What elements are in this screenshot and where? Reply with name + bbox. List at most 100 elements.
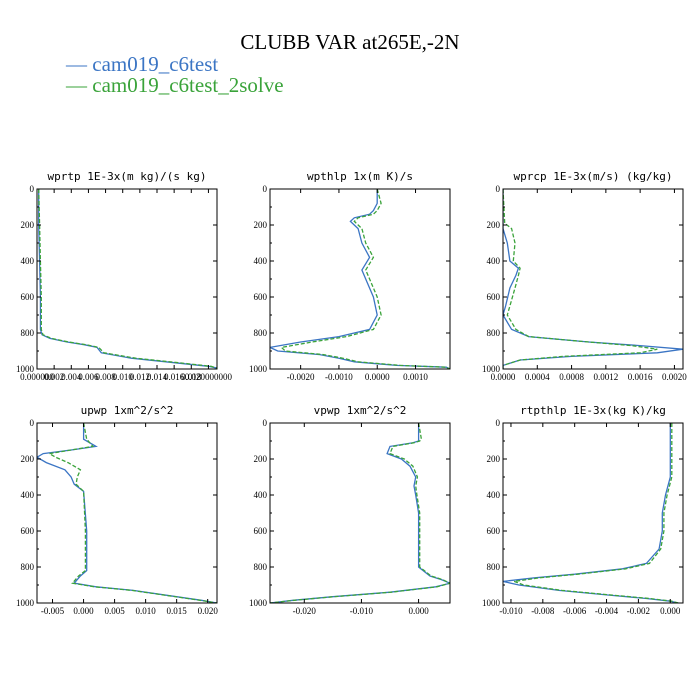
x-tick-label: 0.008	[95, 372, 116, 382]
y-tick-label: 400	[254, 256, 268, 266]
x-tick-label: -0.004	[595, 606, 619, 616]
x-tick-label: 0.0008	[559, 372, 584, 382]
x-tick-label: 0.0020	[662, 372, 687, 382]
legend-swatch-2: —	[66, 73, 93, 97]
figure-title: CLUBB VAR at265E,-2N	[240, 30, 460, 54]
x-tick-label: 0.005	[104, 606, 125, 616]
y-tick-label: 1000	[249, 364, 268, 374]
x-tick-label: -0.0020	[287, 372, 315, 382]
y-tick-label: 600	[487, 526, 501, 536]
y-tick-label: 800	[21, 562, 35, 572]
x-tick-label: -0.008	[531, 606, 555, 616]
series-line-1	[270, 423, 450, 603]
x-tick-label: 0.0016	[628, 372, 653, 382]
x-tick-label: -0.010	[350, 606, 374, 616]
panel-3: wprcp 1E-3x(m/s) (kg/kg) 0 200 400 600 800 100…	[482, 170, 687, 382]
x-tick-label: -0.005	[41, 606, 65, 616]
series-line-2	[503, 189, 658, 369]
plot-frame	[502, 422, 684, 604]
panel-2: wpthlp 1x(m K)/s 0 200 400 600 800 1000 -0.0020…	[249, 170, 451, 382]
y-tick-label: 1000	[249, 598, 268, 608]
panel-title: upwp 1xm^2/s^2	[81, 404, 174, 417]
legend-label-2: cam019_c6test_2solve	[92, 73, 284, 97]
panel-title: vpwp 1xm^2/s^2	[314, 404, 407, 417]
y-tick-label: 0	[496, 184, 501, 194]
panel-5: vpwp 1xm^2/s^2 0 200 400 600 800 1000 -0.020 -0.…	[249, 404, 451, 616]
y-tick-label: 200	[487, 220, 501, 230]
series-line-2	[513, 423, 679, 603]
x-tick-label: 0.018	[181, 372, 202, 382]
y-tick-label: 200	[21, 220, 35, 230]
y-tick-label: 0	[496, 418, 501, 428]
x-tick-label: 0.015	[167, 606, 188, 616]
y-tick-label: 600	[21, 526, 35, 536]
y-tick-label: 400	[21, 256, 35, 266]
legend-entry-1: — cam019_c6test	[66, 52, 218, 77]
x-tick-label: 0.000	[660, 606, 681, 616]
x-tick-label: 0.016	[164, 372, 185, 382]
y-tick-label: 1000	[482, 364, 501, 374]
series-line-2	[38, 189, 217, 369]
x-tick-label: -0.006	[563, 606, 587, 616]
y-tick-label: 0	[263, 184, 268, 194]
panel-title: wpthlp 1x(m K)/s	[307, 170, 413, 183]
x-tick-label: 0.0004	[525, 372, 550, 382]
y-tick-label: 600	[254, 292, 268, 302]
x-tick-label: 0.000000	[20, 372, 54, 382]
x-tick-label: -0.010	[499, 606, 523, 616]
y-tick-label: 200	[21, 454, 35, 464]
panel-title: wprtp 1E-3x(m kg)/(s kg)	[48, 170, 207, 183]
y-tick-label: 600	[487, 292, 501, 302]
y-tick-label: 400	[254, 490, 268, 500]
panel-title: wprcp 1E-3x(m/s) (kg/kg)	[514, 170, 673, 183]
legend-label-1: cam019_c6test	[92, 52, 219, 76]
y-tick-label: 200	[487, 454, 501, 464]
x-tick-label: 0.000	[73, 606, 94, 616]
y-tick-label: 600	[21, 292, 35, 302]
x-tick-label: 0.012	[130, 372, 150, 382]
series-line-2	[47, 423, 217, 603]
y-tick-label: 800	[254, 562, 268, 572]
y-tick-label: 0	[263, 418, 268, 428]
x-tick-label: 0.000	[408, 606, 429, 616]
x-tick-label: 0.020	[198, 606, 219, 616]
y-tick-label: 600	[254, 526, 268, 536]
x-tick-label: -0.0010	[325, 372, 353, 382]
plot-frame	[36, 422, 218, 604]
panel-1: wprtp 1E-3x(m kg)/(s kg) 0 200 400 600 800 100…	[16, 170, 233, 382]
y-tick-label: 200	[254, 220, 268, 230]
x-tick-label: 0.010	[113, 372, 134, 382]
x-tick-label: 0.004	[61, 372, 82, 382]
y-tick-label: 400	[487, 490, 501, 500]
series-line-2	[280, 189, 450, 369]
y-tick-label: 1000	[16, 364, 35, 374]
x-tick-label: 0.020000000	[185, 372, 233, 382]
y-tick-label: 800	[254, 328, 268, 338]
y-tick-label: 0	[30, 418, 35, 428]
y-tick-label: 200	[254, 454, 268, 464]
y-tick-label: 400	[487, 256, 501, 266]
series-line-1	[503, 423, 679, 603]
y-tick-label: 800	[487, 562, 501, 572]
y-tick-label: 1000	[482, 598, 501, 608]
y-tick-label: 1000	[16, 598, 35, 608]
x-tick-label: 0.0010	[403, 372, 428, 382]
x-tick-label: 0.006	[78, 372, 99, 382]
series-line-1	[37, 423, 217, 603]
y-tick-label: 0	[30, 184, 35, 194]
panel-title: rtpthlp 1E-3x(kg K)/kg	[520, 404, 666, 417]
y-tick-label: 800	[21, 328, 35, 338]
x-tick-label: -0.002	[627, 606, 650, 616]
y-tick-label: 800	[487, 328, 501, 338]
series-line-1	[270, 189, 450, 369]
panel-6: rtpthlp 1E-3x(kg K)/kg02004006008001000-…	[482, 404, 684, 616]
x-tick-label: 0.0000	[491, 372, 516, 382]
panel-4: upwp 1xm^2/s^2 0 200 400 600 800 1000 -0.005 0.0…	[16, 404, 218, 616]
series-line-2	[270, 423, 450, 603]
y-tick-label: 400	[21, 490, 35, 500]
x-tick-label: 0.0012	[593, 372, 618, 382]
x-tick-label: -0.020	[293, 606, 317, 616]
x-tick-label: 0.0000	[365, 372, 390, 382]
